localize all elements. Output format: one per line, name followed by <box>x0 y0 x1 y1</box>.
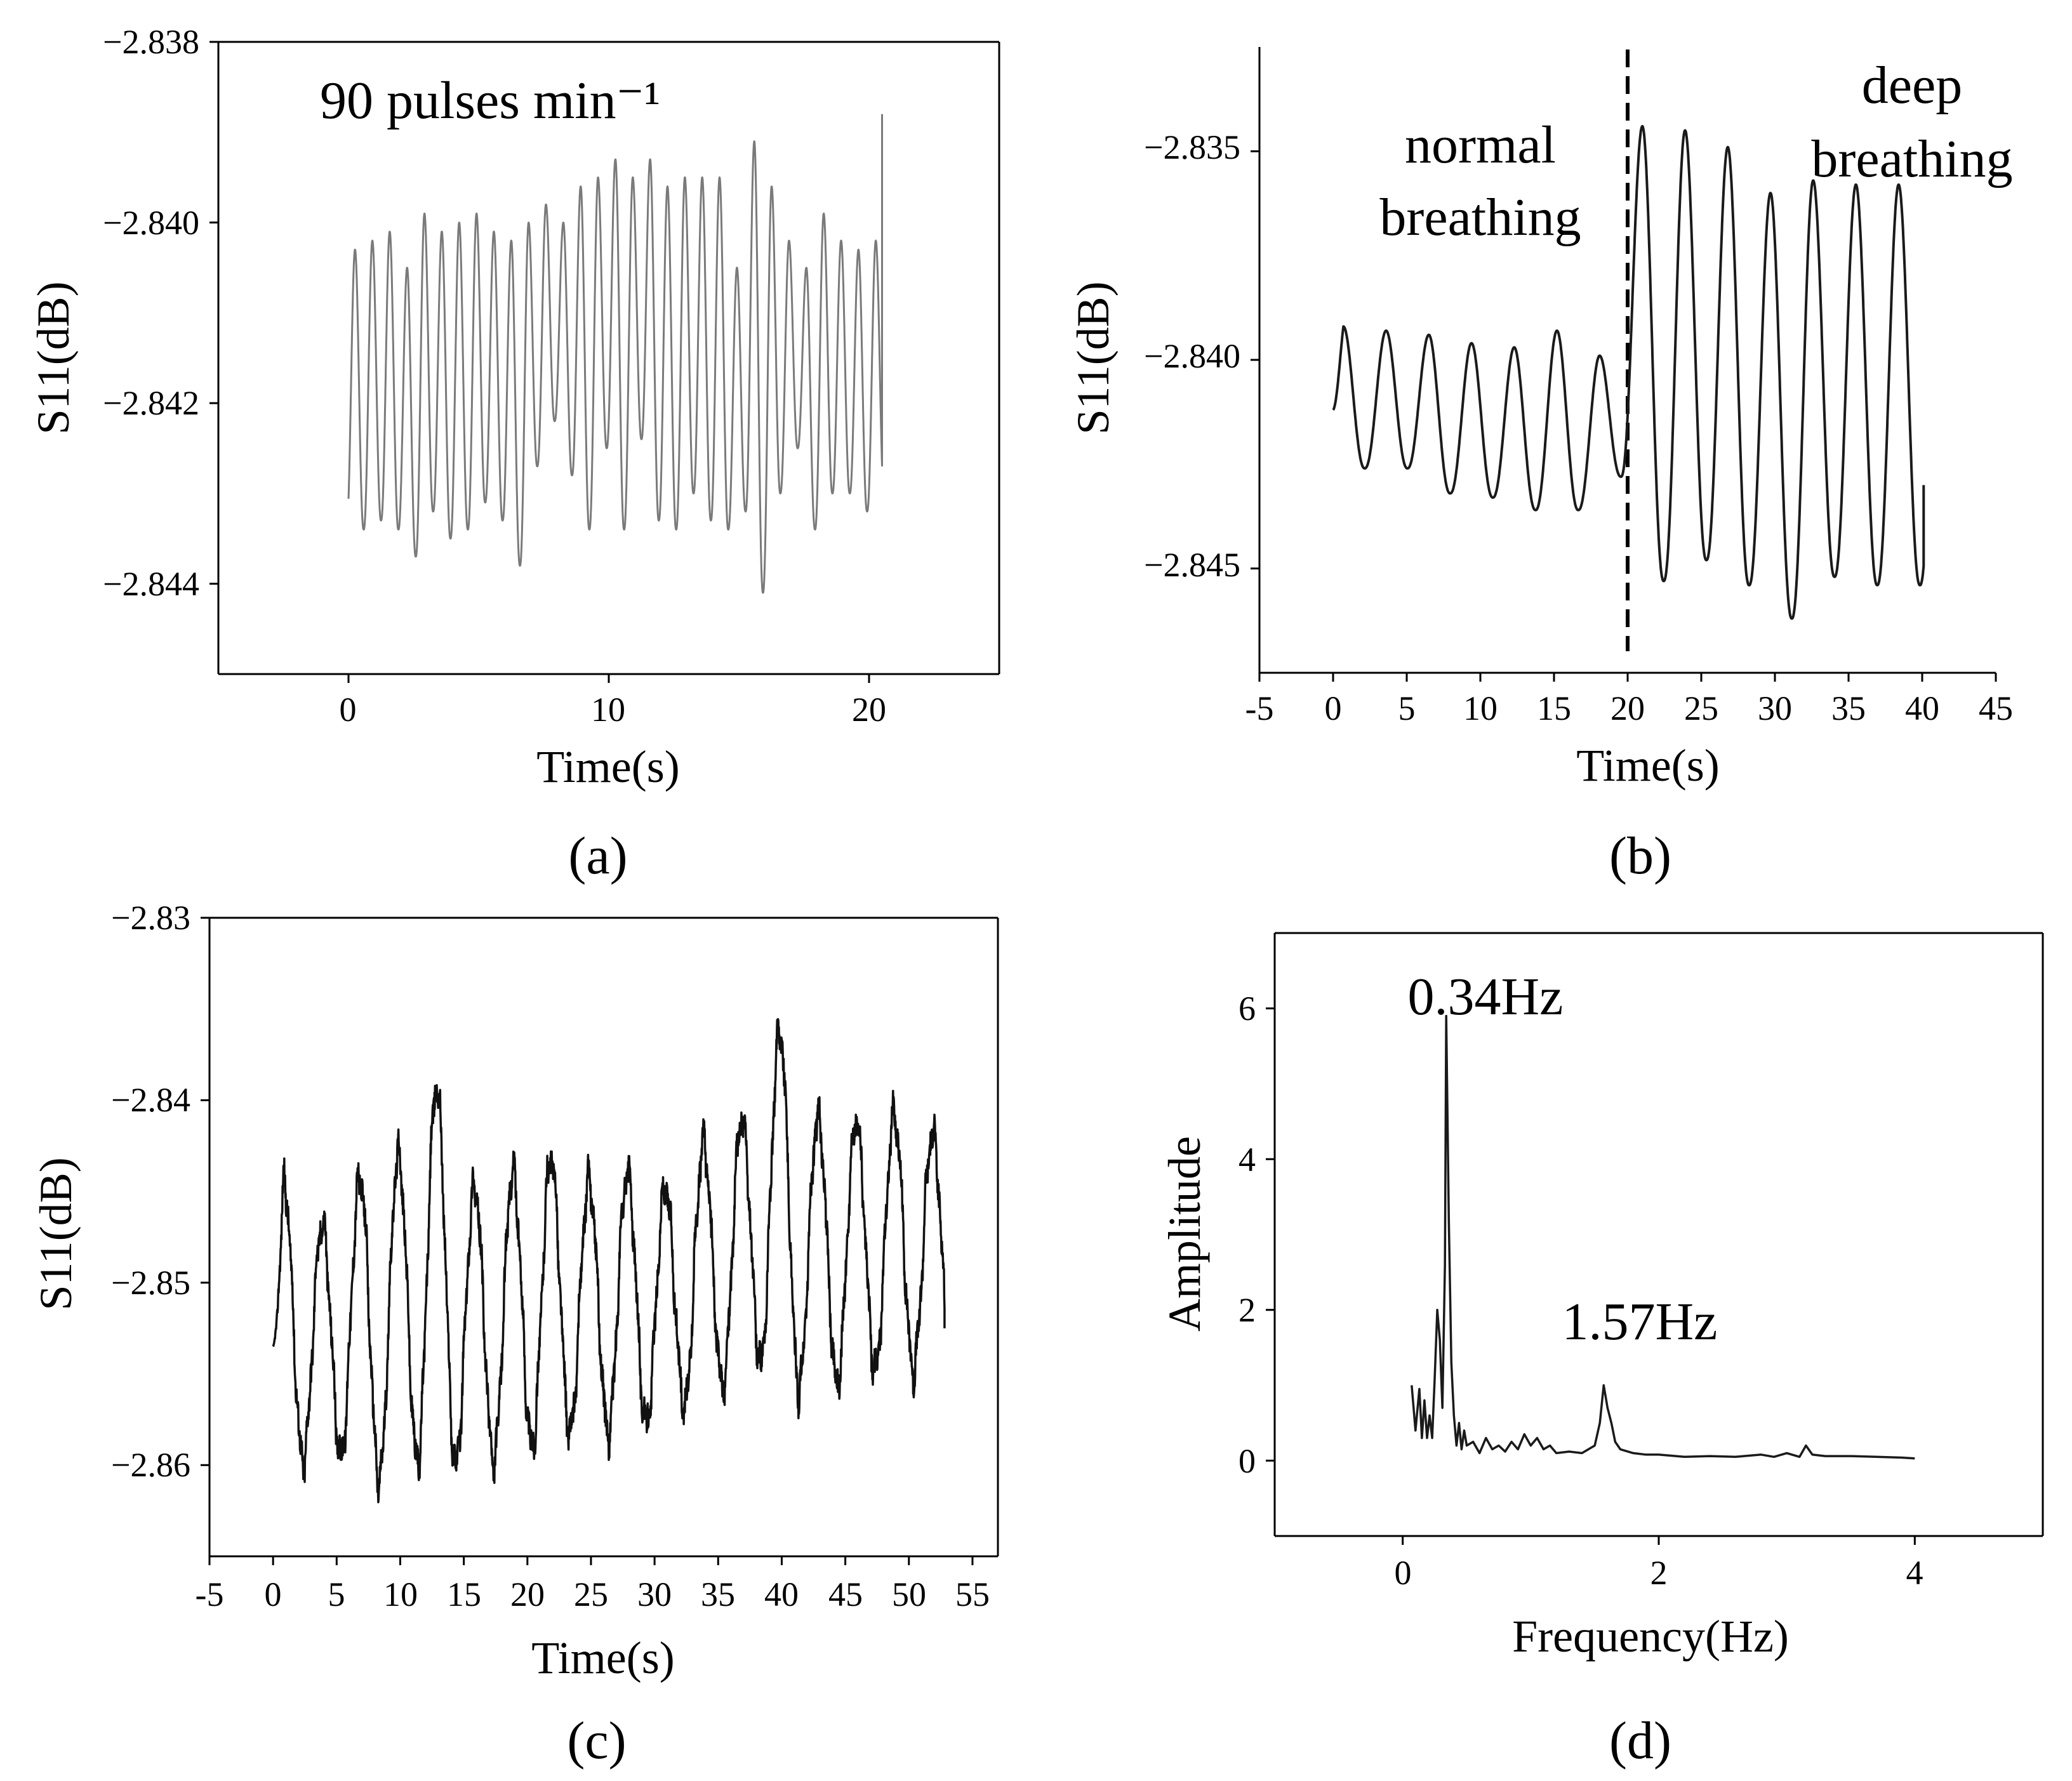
panel-d-x-ticks <box>1402 1536 1916 1545</box>
panel-c-y-tick-label: −2.83 <box>111 899 190 937</box>
panel-b-x-tick-label: 0 <box>1325 689 1342 727</box>
panel-d-series-line <box>1411 1014 1915 1460</box>
panel-c-x-tick-label: 15 <box>447 1575 481 1613</box>
panel-a-y-tick-label: −2.840 <box>103 204 199 242</box>
panel-d-annotation-peak-1: 0.34Hz <box>1408 967 1564 1026</box>
panel-b-x-tick-label: 20 <box>1610 689 1645 727</box>
panel-a-y-tick-labels: −2.838 −2.840 −2.842 −2.844 <box>103 23 199 603</box>
panel-d-x-axis-label: Frequency(Hz) <box>1512 1611 1789 1662</box>
panel-c-x-tick-label: 35 <box>701 1575 735 1613</box>
panel-d-y-axis-label: Amplitude <box>1159 1136 1210 1332</box>
panel-b: -5 0 5 10 15 20 25 30 35 40 45 −2.835 −2… <box>1068 47 2013 885</box>
panel-b-x-tick-label: 45 <box>1979 689 2013 727</box>
panel-a-y-axis-label: S11(dB) <box>28 281 79 434</box>
panel-b-annotation-normal-breathing-line2: breathing <box>1379 188 1581 247</box>
panel-b-y-tick-label: −2.835 <box>1144 128 1240 166</box>
panel-b-x-axis-label: Time(s) <box>1576 740 1719 791</box>
panel-c: -5 0 5 10 15 20 25 30 35 40 45 50 55 −2.… <box>30 899 999 1770</box>
panel-c-x-tick-label: 55 <box>955 1575 990 1613</box>
panel-a-x-axis-label: Time(s) <box>536 741 679 792</box>
panel-b-x-ticks <box>1258 673 1997 682</box>
panel-c-y-axis-label: S11(dB) <box>30 1157 81 1310</box>
panel-d-annotation-peak-2: 1.57Hz <box>1562 1292 1718 1351</box>
panel-c-y-tick-label: −2.85 <box>111 1264 190 1302</box>
panel-c-x-tick-label: 0 <box>265 1575 282 1613</box>
panel-d-caption: (d) <box>1609 1711 1671 1770</box>
panel-b-x-tick-labels: -5 0 5 10 15 20 25 30 35 40 45 <box>1245 689 2013 727</box>
panel-b-x-tick-label: 30 <box>1758 689 1792 727</box>
panel-b-y-ticks <box>1251 150 1259 570</box>
panel-b-annotation-deep-breathing: deep <box>1862 56 1963 115</box>
panel-b-x-tick-label: 15 <box>1537 689 1571 727</box>
panel-b-y-tick-label: −2.845 <box>1144 546 1240 584</box>
panel-b-x-tick-label: -5 <box>1245 689 1274 727</box>
panel-c-y-tick-label: −2.86 <box>111 1446 190 1484</box>
panel-a-y-tick-label: −2.844 <box>103 565 199 603</box>
panel-b-x-tick-label: 35 <box>1831 689 1866 727</box>
panel-c-x-tick-label: 5 <box>328 1575 345 1613</box>
panel-d-y-tick-label: 0 <box>1239 1442 1256 1480</box>
panel-c-y-tick-label: −2.84 <box>111 1081 190 1119</box>
panel-b-y-tick-labels: −2.835 −2.840 −2.845 <box>1144 128 1240 584</box>
panel-d-x-tick-labels: 0 2 4 <box>1395 1554 1923 1592</box>
panel-b-x-tick-label: 25 <box>1684 689 1718 727</box>
panel-c-x-tick-label: 30 <box>637 1575 672 1613</box>
panel-b-series-line <box>1332 124 1925 620</box>
panel-c-y-ticks <box>201 917 209 1466</box>
panel-a-caption: (a) <box>568 826 627 885</box>
panel-a-x-ticks <box>347 674 870 683</box>
panel-d: 0 2 4 0 2 4 6 Frequency(Hz) Amplitude 0.… <box>1159 932 2044 1770</box>
panel-c-y-tick-labels: −2.83 −2.84 −2.85 −2.86 <box>111 899 190 1484</box>
panel-c-caption: (c) <box>567 1711 626 1770</box>
panel-b-annotation-deep-breathing-line2: breathing <box>1811 129 2012 189</box>
panel-a-y-tick-label: −2.838 <box>103 23 199 61</box>
panel-d-y-tick-labels: 0 2 4 6 <box>1239 990 1256 1480</box>
panel-b-y-axis-label: S11(dB) <box>1068 281 1119 434</box>
panel-d-y-tick-label: 2 <box>1239 1291 1256 1329</box>
panel-c-x-tick-label: 50 <box>892 1575 926 1613</box>
panel-d-x-tick-label: 2 <box>1650 1554 1668 1592</box>
panel-b-x-tick-label: 5 <box>1398 689 1416 727</box>
panel-c-x-tick-label: 45 <box>828 1575 863 1613</box>
panel-a-annotation-pulse-rate: 90 pulses min⁻¹ <box>320 71 660 130</box>
panel-b-x-tick-label: 10 <box>1463 689 1498 727</box>
panel-d-x-tick-label: 4 <box>1906 1554 1923 1592</box>
panel-d-y-ticks <box>1266 1007 1275 1462</box>
panel-c-x-tick-label: 20 <box>510 1575 545 1613</box>
panel-d-y-tick-label: 6 <box>1239 990 1256 1028</box>
panel-d-x-tick-label: 0 <box>1395 1554 1412 1592</box>
panel-d-y-tick-label: 4 <box>1239 1141 1256 1179</box>
panel-b-x-tick-label: 40 <box>1905 689 1939 727</box>
panel-b-annotation-normal-breathing: normal <box>1405 116 1556 175</box>
panel-a-y-ticks <box>209 41 218 585</box>
panel-c-x-axis-label: Time(s) <box>531 1632 674 1683</box>
panel-b-y-tick-label: −2.840 <box>1144 337 1240 375</box>
panel-c-x-tick-label: 25 <box>574 1575 608 1613</box>
panel-b-caption: (b) <box>1609 826 1671 885</box>
panel-a-x-tick-labels: 0 10 20 <box>340 691 887 729</box>
panel-a-x-tick-label: 10 <box>591 691 625 729</box>
panel-a-x-tick-label: 20 <box>852 691 886 729</box>
panel-c-series-line <box>272 1017 946 1504</box>
panel-a: 0 10 20 −2.838 −2.840 −2.842 −2.844 Time… <box>28 23 1000 885</box>
panel-a-x-tick-label: 0 <box>340 691 357 729</box>
panel-c-x-ticks <box>208 1556 974 1565</box>
panel-c-x-tick-labels: -5 0 5 10 15 20 25 30 35 40 45 50 55 <box>196 1575 990 1613</box>
panel-c-x-tick-label: 10 <box>383 1575 418 1613</box>
panel-a-series-line <box>347 114 883 594</box>
panel-c-x-tick-label: -5 <box>196 1575 224 1613</box>
panel-c-x-tick-label: 40 <box>764 1575 799 1613</box>
panel-a-y-tick-label: −2.842 <box>103 384 199 422</box>
